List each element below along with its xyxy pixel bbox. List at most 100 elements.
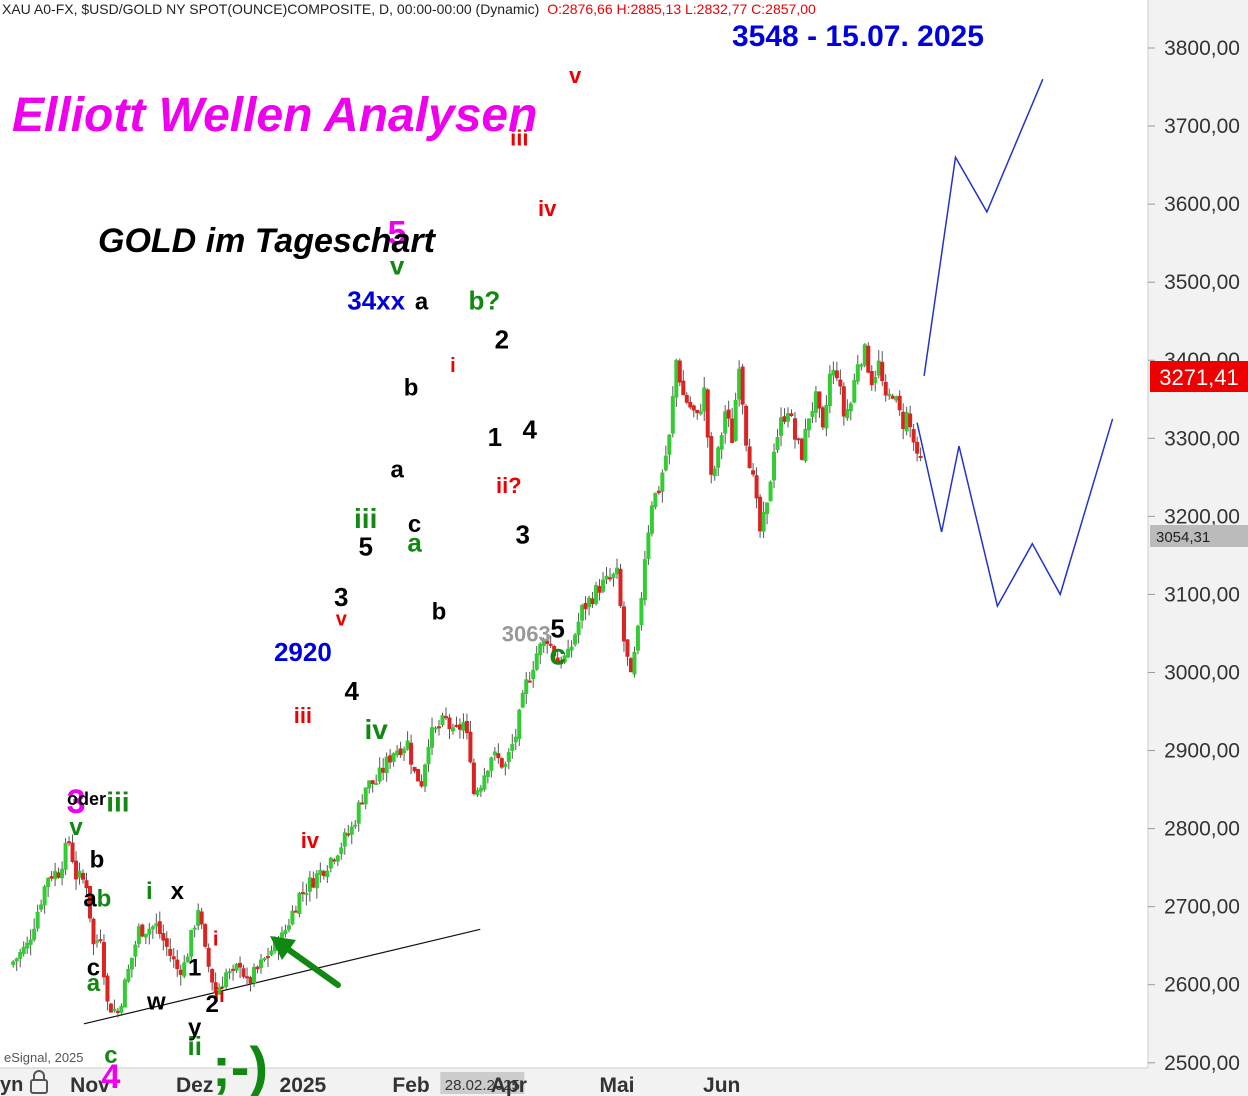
candle-body <box>464 721 469 734</box>
candle-body <box>461 722 466 731</box>
candle-body <box>360 802 365 805</box>
lock-icon[interactable] <box>30 1070 48 1094</box>
date-cursor-label: 28.02.2025 <box>445 1077 520 1094</box>
wave-label: 4 <box>523 414 538 444</box>
trendline-group <box>83 928 481 1025</box>
wave-label: v <box>569 63 582 88</box>
candle-body <box>911 429 916 443</box>
candle-body <box>293 910 298 913</box>
wave-label: a <box>87 970 101 997</box>
candle-body <box>730 418 735 443</box>
wave-label: i <box>213 929 219 951</box>
candle-body <box>496 753 501 759</box>
candle-body <box>88 885 92 919</box>
candle-body <box>311 878 316 888</box>
wave-label: iv <box>538 196 557 221</box>
candle-body <box>737 368 742 400</box>
level-marker-value: 3054,31 <box>1156 529 1210 546</box>
candle-body <box>590 598 595 605</box>
candle-body <box>182 962 187 977</box>
y-tick-label: 2800,00 <box>1164 818 1240 841</box>
wave-label: b? <box>468 286 500 316</box>
candle-body <box>820 407 825 428</box>
candle-body <box>468 731 473 763</box>
x-tick-label: 2025 <box>280 1074 327 1096</box>
candle-body <box>670 396 675 434</box>
candle-body <box>817 391 822 409</box>
wave-label: 4 <box>101 1058 120 1096</box>
wave-label: b <box>404 374 419 401</box>
candle-body <box>105 975 110 1002</box>
candle-body <box>723 411 728 434</box>
candle-body <box>321 871 326 876</box>
candle-body <box>213 982 218 994</box>
candle-body <box>262 958 267 961</box>
wave-label: iii <box>294 703 312 728</box>
candle-body <box>171 956 176 960</box>
wave-label: b <box>97 886 112 913</box>
y-tick-label: 3600,00 <box>1164 193 1240 216</box>
candle-body <box>91 918 96 945</box>
candle-body <box>681 380 686 396</box>
candle-body <box>702 387 707 412</box>
candle-body <box>566 648 571 658</box>
time-axis-panel[interactable] <box>0 1068 1248 1096</box>
candle-body <box>852 380 857 403</box>
candle-body <box>164 938 169 947</box>
candle-body <box>831 369 836 376</box>
candle-body <box>705 389 710 438</box>
wave-label: b <box>90 847 105 874</box>
candle-body <box>594 585 599 604</box>
candle-body <box>545 640 550 644</box>
candle-body <box>384 756 389 774</box>
y-axis-ticks: 2500,00 2600,00 2700,00 2800,00 2900,00 3000,… <box>1148 37 1240 1075</box>
candle-body <box>367 780 372 789</box>
candle-body <box>126 968 131 982</box>
candle-body <box>712 468 717 477</box>
candle-body <box>789 413 794 416</box>
candle-body <box>803 428 808 462</box>
candle-body <box>269 950 274 956</box>
candle-body <box>513 736 518 743</box>
x-tick-label: Dez <box>176 1074 213 1096</box>
candle-body <box>541 639 546 647</box>
candle-body <box>656 490 661 493</box>
candle-body <box>108 1003 113 1013</box>
candle-body <box>447 717 452 730</box>
smiley-arrow <box>270 936 341 988</box>
wave-label: i <box>450 355 456 377</box>
candle-body <box>405 740 410 750</box>
candle-body <box>94 940 99 943</box>
wave-label: a <box>415 289 429 316</box>
candle-body <box>604 575 609 580</box>
candle-body <box>873 377 878 384</box>
wave-label: 34xx <box>347 286 405 316</box>
candles-group <box>11 342 923 1018</box>
candle-body <box>39 904 44 910</box>
candle-body <box>147 928 152 935</box>
candle-body <box>42 886 47 906</box>
candle-body <box>349 826 354 835</box>
candle-body <box>824 404 829 429</box>
candle-body <box>35 911 40 929</box>
candle-body <box>430 727 435 748</box>
candle-body <box>782 416 787 422</box>
wave-label: 1 <box>488 422 502 452</box>
y-tick-label: 2600,00 <box>1164 974 1240 997</box>
candle-body <box>150 926 155 930</box>
candle-body <box>140 924 145 937</box>
candle-body <box>238 962 243 968</box>
candle-body <box>290 910 295 925</box>
candle-body <box>772 451 777 481</box>
candle-body <box>25 942 30 949</box>
candle-body <box>894 396 899 401</box>
candle-body <box>412 766 417 772</box>
candle-body <box>189 929 194 957</box>
candle-body <box>122 979 127 1008</box>
candle-body <box>492 751 497 756</box>
candle-body <box>454 724 459 727</box>
candle-body <box>18 951 23 959</box>
